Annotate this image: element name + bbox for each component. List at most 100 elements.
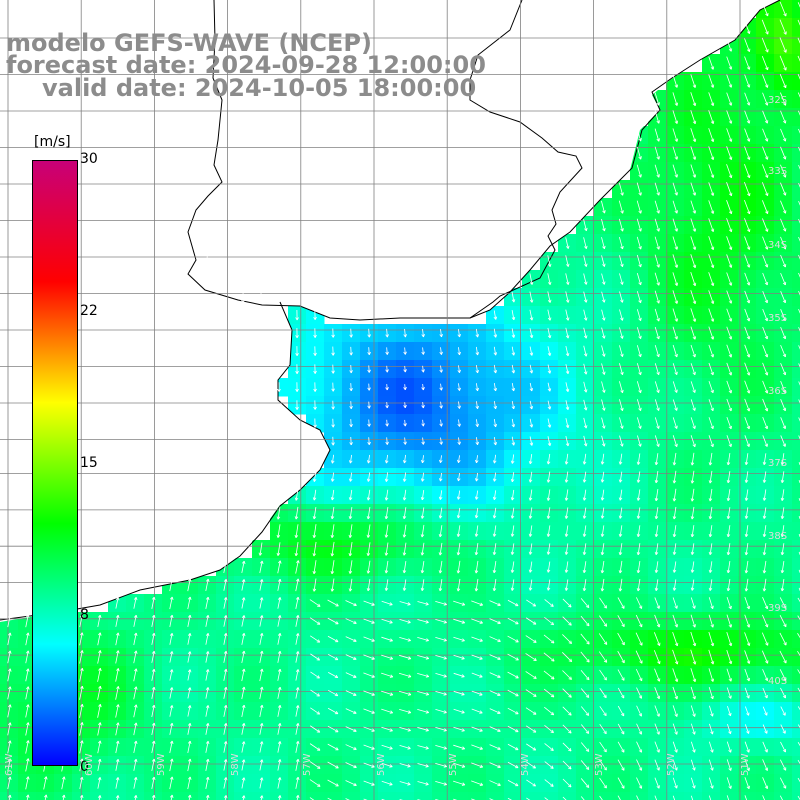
wind-arrow xyxy=(421,383,425,391)
wind-speed-cell xyxy=(792,576,800,595)
wind-arrow xyxy=(708,344,715,358)
lat-label: 34S xyxy=(768,240,788,251)
wind-arrow xyxy=(331,436,335,446)
wind-arrow xyxy=(708,110,715,125)
wind-arrow xyxy=(565,309,570,321)
wind-arrow xyxy=(744,164,751,179)
wind-arrow xyxy=(744,56,751,70)
wind-arrow xyxy=(672,92,679,106)
wind-arrow xyxy=(654,345,660,358)
wind-arrow xyxy=(619,309,624,321)
wind-arrow xyxy=(439,347,443,355)
wind-speed-cell xyxy=(792,126,800,145)
lon-label: 54W xyxy=(520,753,531,776)
wind-arrow xyxy=(241,291,245,304)
wind-speed-cell xyxy=(792,306,800,325)
wind-arrow xyxy=(726,218,733,233)
wind-arrow xyxy=(367,401,371,409)
wind-speed-cell xyxy=(432,792,451,800)
wind-arrow xyxy=(636,273,642,286)
wind-arrow xyxy=(601,381,606,393)
wind-speed-cell xyxy=(630,792,649,800)
wind-arrow xyxy=(583,291,588,303)
wind-speed-cell xyxy=(396,792,415,800)
wind-arrow xyxy=(761,37,769,53)
wind-arrow xyxy=(529,364,534,374)
wind-speed-cell xyxy=(792,180,800,199)
wind-arrow xyxy=(636,291,642,304)
wind-arrow xyxy=(672,344,678,358)
wind-arrow xyxy=(565,291,570,303)
wind-arrow xyxy=(726,164,733,179)
wind-arrow xyxy=(798,290,800,296)
wind-arrow xyxy=(690,326,697,340)
wind-arrow xyxy=(619,363,624,376)
wind-arrow xyxy=(439,329,443,338)
wind-speed-cell xyxy=(792,162,800,181)
colorbar-tick-22: 22 xyxy=(80,303,98,319)
wind-arrow xyxy=(385,365,389,373)
wind-arrow xyxy=(798,110,800,116)
wind-arrow xyxy=(708,417,714,430)
wind-arrow xyxy=(672,381,678,393)
wind-arrow xyxy=(690,182,697,196)
wind-arrow xyxy=(619,417,624,429)
wind-arrow xyxy=(529,273,534,285)
wind-arrow xyxy=(223,273,227,286)
wind-arrow xyxy=(601,309,606,321)
wind-speed-cell xyxy=(684,792,703,800)
wind-arrow xyxy=(708,182,715,196)
wind-arrow xyxy=(690,272,697,287)
wind-arrow xyxy=(547,436,552,447)
wind-arrow xyxy=(762,164,769,178)
wind-speed-cell xyxy=(792,216,800,235)
colorbar-tick-15: 15 xyxy=(80,455,98,471)
wind-arrow xyxy=(331,346,335,356)
wind-speed-cell xyxy=(522,792,541,800)
wind-arrow xyxy=(690,74,697,88)
wind-arrow xyxy=(762,236,769,250)
wind-arrow xyxy=(295,364,299,374)
wind-arrow xyxy=(761,182,769,197)
wind-arrow xyxy=(403,437,407,445)
wind-arrow xyxy=(744,110,751,124)
wind-arrow xyxy=(636,218,642,232)
wind-arrow xyxy=(403,402,407,409)
lon-label: 56W xyxy=(376,753,387,776)
wind-arrow xyxy=(601,345,606,357)
wind-arrow xyxy=(511,418,516,428)
wind-arrow xyxy=(762,110,769,124)
coastline xyxy=(187,0,583,321)
wind-arrow xyxy=(475,346,480,356)
lon-label: 51W xyxy=(740,753,751,776)
wind-arrow xyxy=(672,399,678,411)
wind-arrow xyxy=(708,362,714,376)
wind-arrow xyxy=(672,236,679,250)
wind-arrow xyxy=(690,290,697,305)
wind-arrow xyxy=(744,272,751,286)
wind-arrow xyxy=(797,55,800,62)
wind-arrow xyxy=(654,236,660,250)
wind-arrow xyxy=(636,254,642,268)
wind-arrow xyxy=(762,92,769,106)
wind-arrow xyxy=(761,1,769,17)
wind-arrow xyxy=(349,437,353,446)
wind-arrow xyxy=(511,364,516,374)
wind-arrow xyxy=(726,326,733,340)
wind-arrow xyxy=(601,327,606,339)
wind-arrow xyxy=(618,218,624,232)
wind-arrow xyxy=(367,328,371,338)
wind-arrow xyxy=(726,380,733,394)
wind-arrow xyxy=(421,419,425,427)
wind-arrow xyxy=(780,435,787,447)
wind-arrow xyxy=(726,146,733,160)
wind-arrow xyxy=(797,92,800,98)
wind-arrow xyxy=(330,454,335,464)
wind-arrow xyxy=(762,308,769,322)
wind-arrow xyxy=(798,345,800,350)
wind-arrow xyxy=(708,435,714,448)
wind-arrow xyxy=(583,309,588,321)
wind-arrow xyxy=(726,435,732,448)
wind-arrow xyxy=(780,200,787,214)
